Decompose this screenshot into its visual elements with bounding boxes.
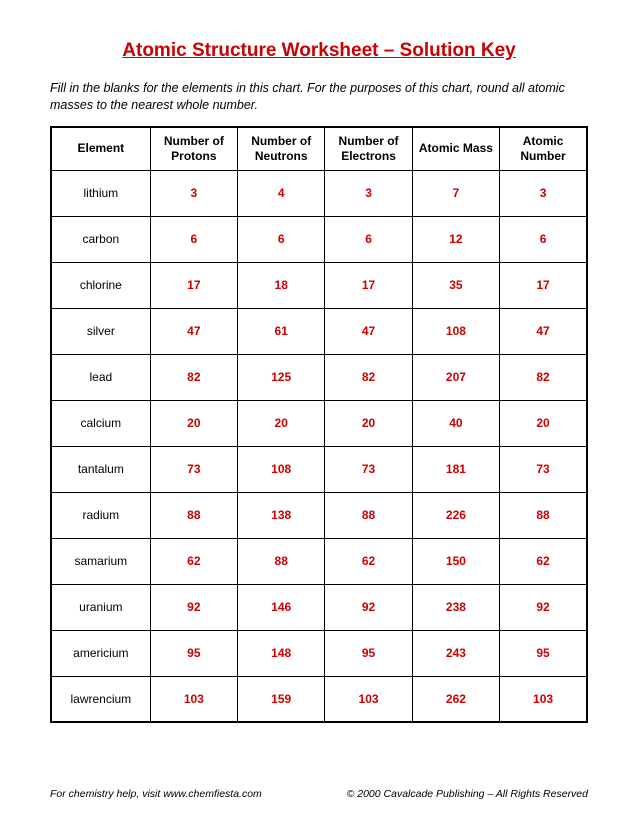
element-name-cell: carbon (51, 216, 150, 262)
electrons-cell: 82 (325, 354, 412, 400)
mass-cell: 108 (412, 308, 499, 354)
table-row: radium881388822688 (51, 492, 587, 538)
table-row: lead821258220782 (51, 354, 587, 400)
neutrons-cell: 6 (238, 216, 325, 262)
number-cell: 47 (500, 308, 587, 354)
col-mass: Atomic Mass (412, 127, 499, 171)
col-number: Atomic Number (500, 127, 587, 171)
page-title: Atomic Structure Worksheet – Solution Ke… (50, 40, 588, 62)
protons-cell: 95 (150, 630, 237, 676)
number-cell: 73 (500, 446, 587, 492)
table-row: americium951489524395 (51, 630, 587, 676)
element-name-cell: samarium (51, 538, 150, 584)
electrons-cell: 103 (325, 676, 412, 722)
protons-cell: 47 (150, 308, 237, 354)
number-cell: 6 (500, 216, 587, 262)
col-protons: Number of Protons (150, 127, 237, 171)
mass-cell: 7 (412, 170, 499, 216)
electrons-cell: 95 (325, 630, 412, 676)
col-element: Element (51, 127, 150, 171)
number-cell: 95 (500, 630, 587, 676)
neutrons-cell: 18 (238, 262, 325, 308)
neutrons-cell: 4 (238, 170, 325, 216)
neutrons-cell: 88 (238, 538, 325, 584)
table-row: lawrencium103159103262103 (51, 676, 587, 722)
number-cell: 3 (500, 170, 587, 216)
neutrons-cell: 159 (238, 676, 325, 722)
neutrons-cell: 125 (238, 354, 325, 400)
electrons-cell: 88 (325, 492, 412, 538)
element-name-cell: radium (51, 492, 150, 538)
element-name-cell: chlorine (51, 262, 150, 308)
protons-cell: 92 (150, 584, 237, 630)
element-name-cell: uranium (51, 584, 150, 630)
electrons-cell: 62 (325, 538, 412, 584)
table-row: chlorine1718173517 (51, 262, 587, 308)
number-cell: 62 (500, 538, 587, 584)
element-name-cell: tantalum (51, 446, 150, 492)
table-row: lithium34373 (51, 170, 587, 216)
neutrons-cell: 138 (238, 492, 325, 538)
electrons-cell: 6 (325, 216, 412, 262)
elements-table: Element Number of Protons Number of Neut… (50, 126, 588, 724)
page-footer: For chemistry help, visit www.chemfiesta… (50, 788, 588, 800)
neutrons-cell: 61 (238, 308, 325, 354)
protons-cell: 88 (150, 492, 237, 538)
table-header-row: Element Number of Protons Number of Neut… (51, 127, 587, 171)
footer-right: © 2000 Cavalcade Publishing – All Rights… (347, 788, 588, 800)
mass-cell: 207 (412, 354, 499, 400)
electrons-cell: 47 (325, 308, 412, 354)
electrons-cell: 92 (325, 584, 412, 630)
protons-cell: 17 (150, 262, 237, 308)
col-neutrons: Number of Neutrons (238, 127, 325, 171)
number-cell: 82 (500, 354, 587, 400)
table-row: tantalum731087318173 (51, 446, 587, 492)
element-name-cell: lead (51, 354, 150, 400)
electrons-cell: 20 (325, 400, 412, 446)
protons-cell: 82 (150, 354, 237, 400)
protons-cell: 6 (150, 216, 237, 262)
number-cell: 20 (500, 400, 587, 446)
mass-cell: 226 (412, 492, 499, 538)
mass-cell: 238 (412, 584, 499, 630)
protons-cell: 3 (150, 170, 237, 216)
element-name-cell: lithium (51, 170, 150, 216)
mass-cell: 243 (412, 630, 499, 676)
neutrons-cell: 108 (238, 446, 325, 492)
number-cell: 92 (500, 584, 587, 630)
instructions-text: Fill in the blanks for the elements in t… (50, 80, 588, 114)
table-row: samarium62886215062 (51, 538, 587, 584)
mass-cell: 35 (412, 262, 499, 308)
element-name-cell: calcium (51, 400, 150, 446)
element-name-cell: americium (51, 630, 150, 676)
table-row: silver47614710847 (51, 308, 587, 354)
neutrons-cell: 20 (238, 400, 325, 446)
mass-cell: 40 (412, 400, 499, 446)
mass-cell: 181 (412, 446, 499, 492)
protons-cell: 20 (150, 400, 237, 446)
mass-cell: 12 (412, 216, 499, 262)
protons-cell: 73 (150, 446, 237, 492)
protons-cell: 62 (150, 538, 237, 584)
footer-left: For chemistry help, visit www.chemfiesta… (50, 788, 262, 800)
number-cell: 103 (500, 676, 587, 722)
number-cell: 88 (500, 492, 587, 538)
table-row: carbon666126 (51, 216, 587, 262)
number-cell: 17 (500, 262, 587, 308)
mass-cell: 150 (412, 538, 499, 584)
element-name-cell: silver (51, 308, 150, 354)
electrons-cell: 73 (325, 446, 412, 492)
protons-cell: 103 (150, 676, 237, 722)
table-row: uranium921469223892 (51, 584, 587, 630)
neutrons-cell: 146 (238, 584, 325, 630)
electrons-cell: 17 (325, 262, 412, 308)
element-name-cell: lawrencium (51, 676, 150, 722)
mass-cell: 262 (412, 676, 499, 722)
col-electrons: Number of Electrons (325, 127, 412, 171)
neutrons-cell: 148 (238, 630, 325, 676)
table-row: calcium2020204020 (51, 400, 587, 446)
electrons-cell: 3 (325, 170, 412, 216)
